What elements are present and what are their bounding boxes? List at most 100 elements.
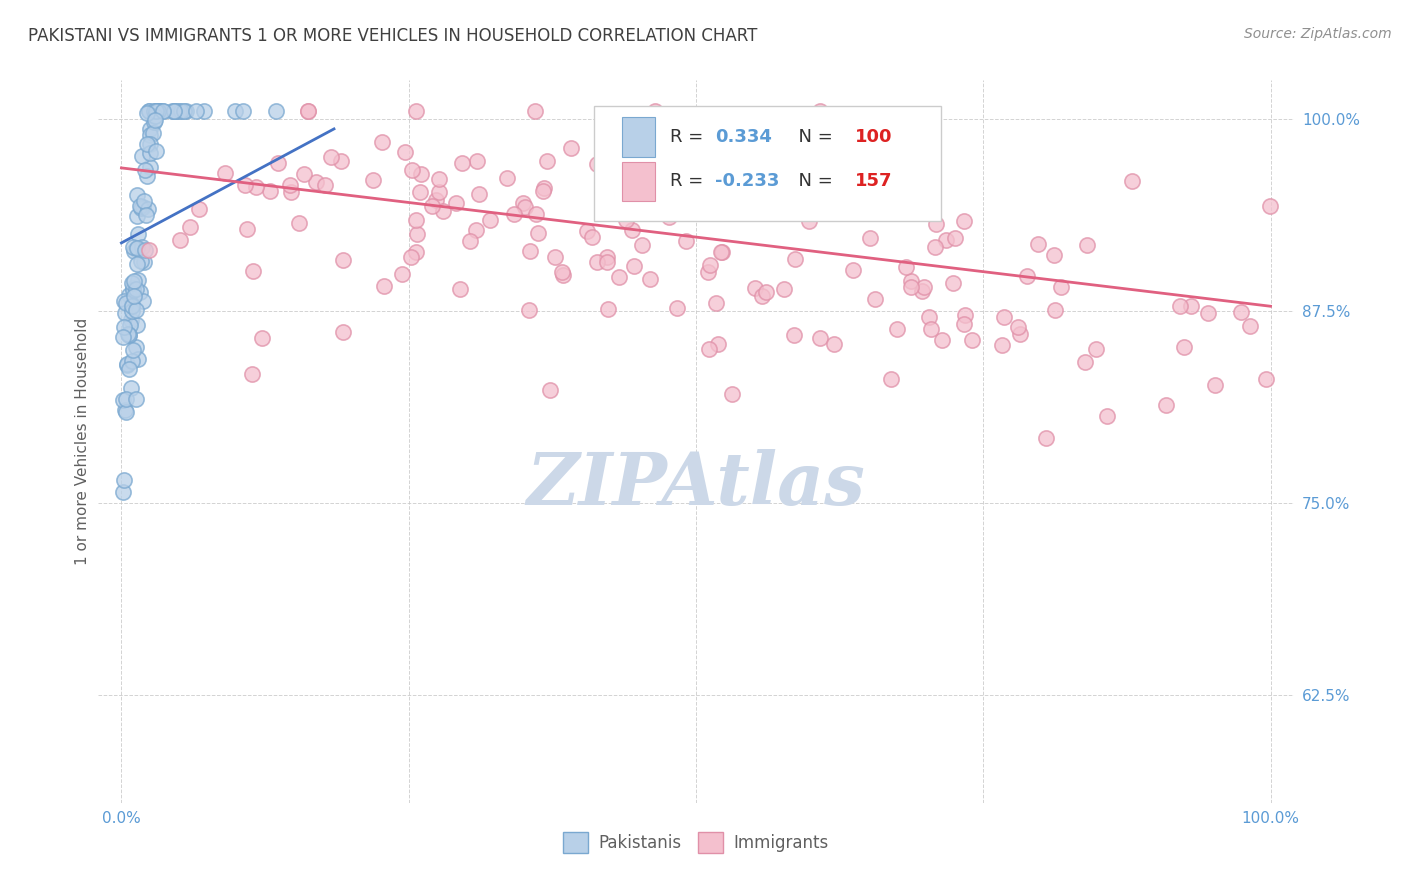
Point: [1085, 342, 1108, 356]
Text: Source: ZipAtlas.com: Source: ZipAtlas.com: [1244, 27, 1392, 41]
Point: [1121, 174, 1143, 188]
Point: [596, 255, 619, 269]
Point: [170, 103, 193, 118]
Point: [706, 337, 728, 351]
Point: [644, 103, 666, 118]
Point: [1256, 372, 1278, 386]
Point: [138, 103, 160, 118]
Point: [924, 239, 946, 253]
Point: [139, 160, 162, 174]
Point: [112, 484, 135, 499]
Point: [880, 372, 903, 386]
Text: 100: 100: [855, 128, 893, 146]
Point: [394, 145, 416, 159]
Point: [709, 244, 731, 259]
Point: [118, 328, 141, 343]
Point: [598, 301, 620, 316]
Point: [823, 337, 845, 351]
Point: [531, 184, 554, 198]
Point: [1173, 340, 1195, 354]
Point: [129, 254, 152, 268]
Point: [138, 103, 160, 118]
Point: [1076, 238, 1098, 252]
FancyBboxPatch shape: [595, 105, 941, 221]
Point: [120, 312, 142, 326]
Point: [842, 263, 865, 277]
Point: [751, 289, 773, 303]
Point: [112, 474, 135, 488]
Point: [405, 245, 427, 260]
Point: [117, 326, 139, 341]
Point: [142, 103, 165, 118]
Legend: Pakistanis, Immigrants: Pakistanis, Immigrants: [557, 826, 835, 860]
Point: [894, 260, 917, 274]
Point: [132, 200, 155, 214]
Point: [111, 330, 134, 344]
Point: [1010, 326, 1032, 341]
Point: [118, 318, 141, 333]
Point: [405, 213, 427, 227]
Point: [596, 250, 619, 264]
Point: [129, 199, 152, 213]
Point: [278, 178, 301, 193]
Point: [918, 310, 941, 324]
Point: [657, 211, 679, 225]
Point: [432, 204, 454, 219]
Point: [399, 250, 422, 264]
Point: [148, 103, 170, 118]
Point: [953, 317, 976, 331]
Point: [361, 173, 384, 187]
Point: [143, 103, 166, 118]
Point: [900, 279, 922, 293]
Point: [121, 304, 143, 318]
Point: [297, 103, 319, 118]
Point: [264, 103, 287, 118]
Point: [911, 285, 934, 299]
Text: R =: R =: [669, 128, 709, 146]
Point: [280, 185, 302, 199]
Point: [544, 250, 567, 264]
Point: [314, 178, 336, 193]
Text: 157: 157: [855, 172, 893, 190]
Point: [519, 244, 541, 258]
Point: [319, 150, 342, 164]
Point: [148, 103, 170, 118]
Point: [179, 220, 201, 235]
Point: [744, 281, 766, 295]
Point: [755, 285, 778, 299]
Point: [391, 267, 413, 281]
Point: [139, 122, 162, 136]
Point: [124, 244, 146, 258]
Point: [329, 153, 352, 168]
Point: [886, 322, 908, 336]
Point: [1239, 319, 1261, 334]
Point: [1095, 409, 1118, 424]
Point: [1180, 300, 1202, 314]
Point: [143, 109, 166, 123]
Point: [125, 241, 148, 255]
Point: [131, 240, 153, 254]
Point: [235, 178, 257, 193]
Point: [808, 331, 831, 345]
Point: [142, 127, 165, 141]
Point: [114, 403, 136, 417]
Point: [131, 202, 153, 216]
Point: [145, 103, 167, 118]
Point: [173, 103, 195, 118]
Point: [797, 169, 820, 183]
Point: [267, 156, 290, 170]
Point: [127, 351, 149, 366]
Point: [789, 125, 811, 139]
Point: [118, 327, 141, 342]
Point: [675, 235, 697, 249]
Point: [149, 103, 172, 118]
Point: [425, 193, 447, 207]
Point: [536, 154, 558, 169]
Point: [912, 280, 935, 294]
Point: [122, 288, 145, 302]
Point: [127, 187, 149, 202]
Point: [467, 153, 489, 168]
Point: [250, 331, 273, 345]
Text: -0.233: -0.233: [716, 172, 779, 190]
Point: [167, 103, 190, 118]
